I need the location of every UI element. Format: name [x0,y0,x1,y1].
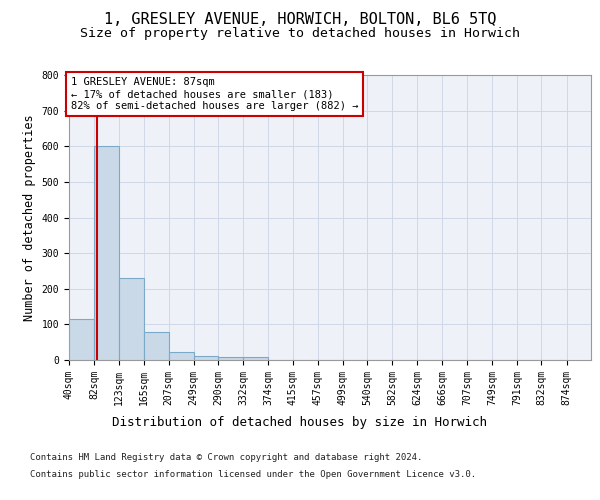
Text: Contains HM Land Registry data © Crown copyright and database right 2024.: Contains HM Land Registry data © Crown c… [30,452,422,462]
Bar [243,357,268,360]
Bar [119,278,143,360]
Bar [94,146,119,360]
Y-axis label: Number of detached properties: Number of detached properties [23,114,36,321]
Text: 1, GRESLEY AVENUE, HORWICH, BOLTON, BL6 5TQ: 1, GRESLEY AVENUE, HORWICH, BOLTON, BL6 … [104,12,496,28]
Bar [218,357,243,360]
Bar [194,356,218,360]
Text: Size of property relative to detached houses in Horwich: Size of property relative to detached ho… [80,28,520,40]
Bar [143,332,169,360]
Text: 1 GRESLEY AVENUE: 87sqm
← 17% of detached houses are smaller (183)
82% of semi-d: 1 GRESLEY AVENUE: 87sqm ← 17% of detache… [71,78,358,110]
Text: Contains public sector information licensed under the Open Government Licence v3: Contains public sector information licen… [30,470,476,479]
Bar [169,352,194,360]
Text: Distribution of detached houses by size in Horwich: Distribution of detached houses by size … [113,416,487,429]
Bar [69,319,94,360]
